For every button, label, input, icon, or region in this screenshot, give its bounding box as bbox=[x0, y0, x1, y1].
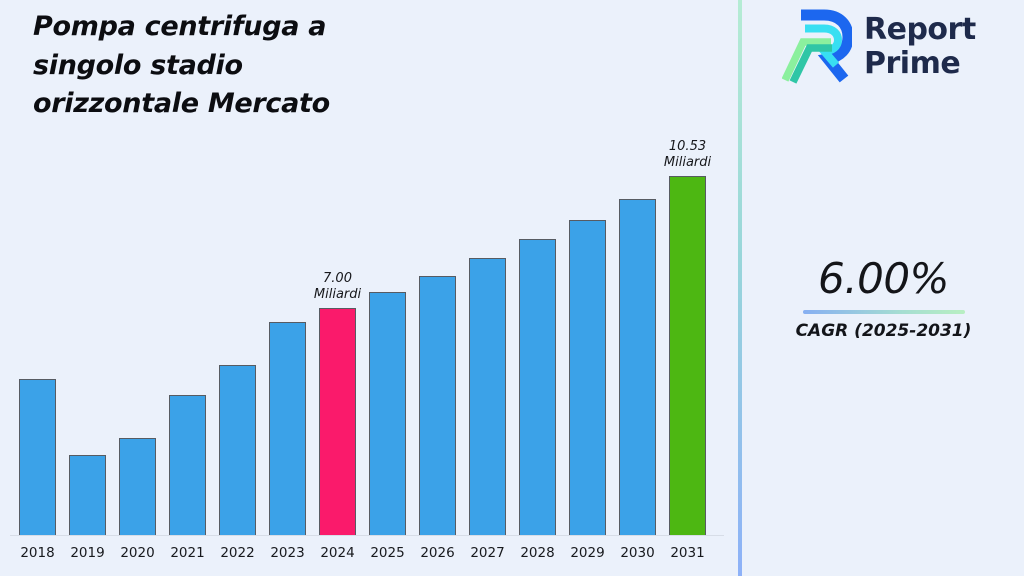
bar-column-2029 bbox=[569, 220, 606, 535]
bar-2029 bbox=[569, 220, 606, 535]
x-tick-2028: 2028 bbox=[520, 545, 555, 561]
x-tick-2029: 2029 bbox=[570, 545, 605, 561]
logo-word-prime: Prime bbox=[864, 46, 961, 81]
cagr-panel: 6.00% CAGR (2025-2031) bbox=[756, 254, 1011, 341]
bar-2019 bbox=[69, 455, 106, 535]
bar-2020 bbox=[119, 438, 156, 535]
bar-2024 bbox=[319, 308, 356, 535]
vertical-gradient-divider bbox=[738, 0, 742, 576]
bar-column-2027 bbox=[469, 258, 506, 535]
bar-column-2018 bbox=[19, 379, 56, 535]
report-prime-logo: Report Prime bbox=[782, 8, 976, 86]
bar-column-2030 bbox=[619, 199, 656, 535]
x-tick-2018: 2018 bbox=[20, 545, 55, 561]
bar-column-2020 bbox=[119, 438, 156, 535]
x-tick-2022: 2022 bbox=[220, 545, 255, 561]
bar-column-2026 bbox=[419, 276, 456, 535]
bar-column-2019 bbox=[69, 455, 106, 535]
bar-column-2022 bbox=[219, 365, 256, 535]
bar-value-label-2031: 10.53 Miliardi bbox=[663, 138, 712, 170]
chart-plot: 7.00 Miliardi 10.53 Miliardi bbox=[19, 139, 725, 535]
bar-2025 bbox=[369, 292, 406, 535]
chart-x-labels: 2018 2019 2020 2021 2022 2023 2024 2025 2026 2027… bbox=[19, 536, 725, 561]
bar-2027 bbox=[469, 258, 506, 535]
bar-2028 bbox=[519, 239, 556, 535]
bar-2021 bbox=[169, 395, 206, 535]
bar-column-2025 bbox=[369, 292, 406, 535]
x-tick-2023: 2023 bbox=[270, 545, 305, 561]
bar-2031 bbox=[669, 176, 706, 535]
cagr-underline bbox=[802, 310, 965, 314]
logo-word-report: Report bbox=[864, 12, 976, 47]
bar-column-2028 bbox=[519, 239, 556, 535]
cagr-label: CAGR (2025-2031) bbox=[795, 321, 972, 341]
report-prime-logo-icon bbox=[782, 9, 852, 84]
x-tick-2024: 2024 bbox=[320, 545, 355, 561]
x-tick-2026: 2026 bbox=[420, 545, 455, 561]
bar-column-2021 bbox=[169, 395, 206, 535]
x-tick-2027: 2027 bbox=[470, 545, 505, 561]
bar-value-label-2024: 7.00 Miliardi bbox=[313, 270, 362, 302]
bar-2030 bbox=[619, 199, 656, 535]
x-tick-2019: 2019 bbox=[70, 545, 105, 561]
logo-wordmark: Report Prime bbox=[864, 13, 976, 81]
bar-2018 bbox=[19, 379, 56, 535]
x-tick-2025: 2025 bbox=[370, 545, 405, 561]
x-tick-2021: 2021 bbox=[170, 545, 205, 561]
cagr-value: 6.00% bbox=[818, 254, 949, 303]
page-title: Pompa centrifuga a singolo stadio orizzo… bbox=[33, 11, 330, 120]
x-tick-2020: 2020 bbox=[120, 545, 155, 561]
bar-2026 bbox=[419, 276, 456, 535]
x-tick-2031: 2031 bbox=[670, 545, 705, 561]
x-axis-line bbox=[10, 535, 724, 536]
x-tick-2030: 2030 bbox=[620, 545, 655, 561]
bar-column-2031: 10.53 Miliardi bbox=[664, 139, 711, 535]
bar-column-2024: 7.00 Miliardi bbox=[314, 271, 361, 535]
bar-column-2023 bbox=[269, 322, 306, 535]
bar-chart: 7.00 Miliardi 10.53 Miliardi 2018 2019 2020… bbox=[10, 139, 725, 561]
bar-2023 bbox=[269, 322, 306, 535]
bar-2022 bbox=[219, 365, 256, 535]
